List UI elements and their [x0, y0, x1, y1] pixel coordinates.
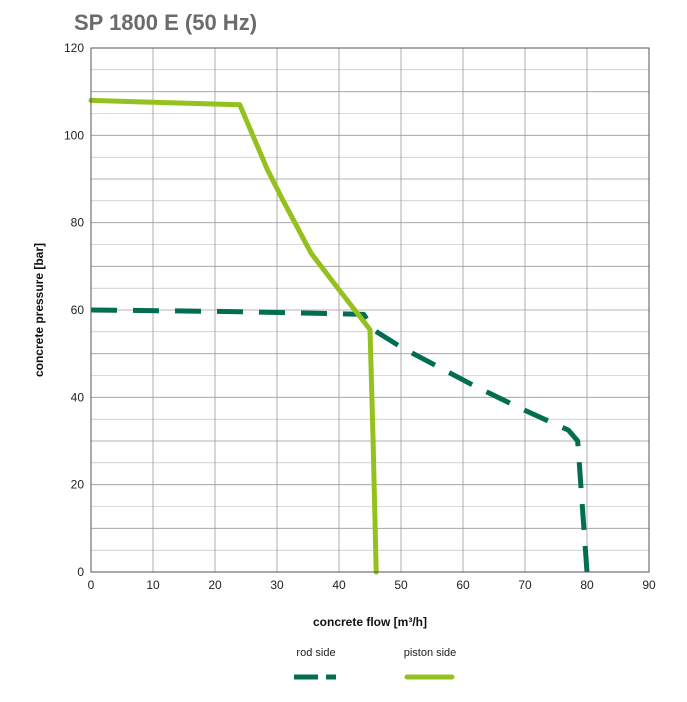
- x-tick-label: 80: [580, 578, 594, 592]
- chart-title: SP 1800 E (50 Hz): [74, 10, 257, 35]
- y-tick-label: 0: [77, 565, 84, 579]
- y-tick-label: 60: [71, 303, 85, 317]
- y-tick-label: 20: [71, 478, 85, 492]
- series-lines: [88, 97, 590, 575]
- y-axis-label: concrete pressure [bar]: [32, 243, 46, 377]
- legend-label-rod-side: rod side: [296, 647, 335, 659]
- legend-label-piston-side: piston side: [404, 647, 457, 659]
- y-tick-label: 100: [64, 128, 84, 142]
- x-tick-label: 70: [518, 578, 532, 592]
- y-tick-label: 80: [71, 216, 85, 230]
- x-tick-label: 90: [642, 578, 656, 592]
- legend: rod side piston side: [294, 647, 457, 680]
- y-tick-label: 40: [71, 390, 85, 404]
- x-tick-label: 60: [456, 578, 470, 592]
- x-tick-label: 20: [208, 578, 222, 592]
- x-tick-label: 0: [88, 578, 95, 592]
- x-tick-label: 30: [270, 578, 284, 592]
- x-tick-label: 10: [146, 578, 160, 592]
- series-line-rod-side: [90, 307, 590, 573]
- tick-labels: 0 10 20 30 40 50 60 70 80 90 0 20 40 60 80 100 120: [64, 41, 656, 592]
- grid: [90, 47, 650, 573]
- plot-frame: [90, 47, 650, 573]
- x-tick-label: 40: [332, 578, 346, 592]
- series-line-piston-side: [88, 97, 379, 575]
- y-tick-label: 120: [64, 41, 84, 55]
- x-axis-label: concrete flow [m³/h]: [313, 615, 427, 629]
- x-tick-label: 50: [394, 578, 408, 592]
